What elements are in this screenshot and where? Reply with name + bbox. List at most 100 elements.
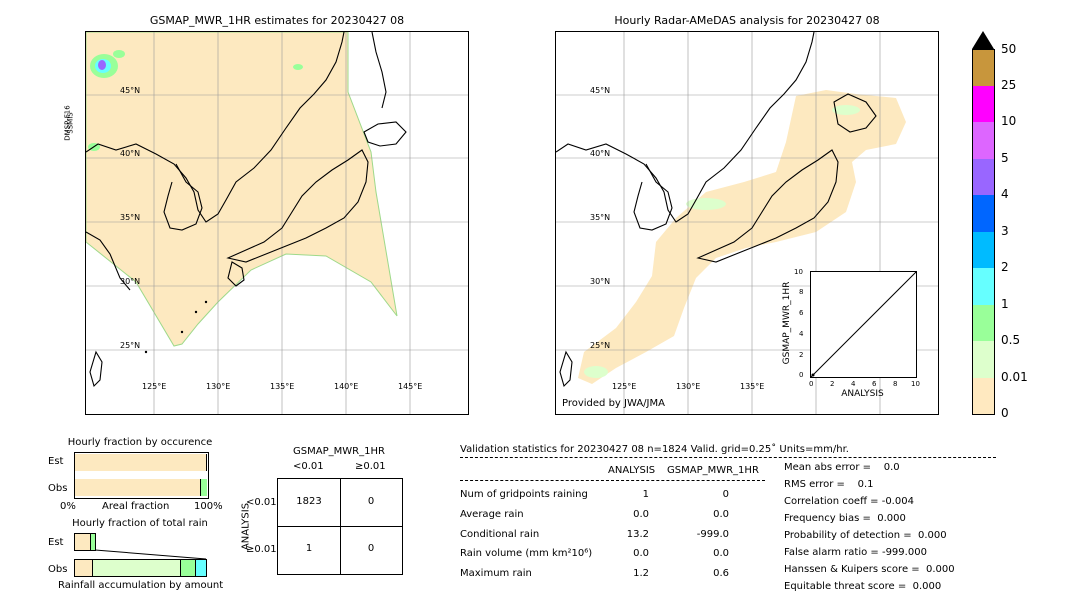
rain-cell [113, 50, 125, 58]
inset-xtick: 6 [872, 380, 877, 388]
validation-row-gsmap: 0 [722, 489, 729, 500]
coastline-taiwan [559, 350, 573, 388]
coastline-sakhalin [371, 32, 387, 109]
validation-row-analysis: 0.0 [633, 509, 649, 520]
left-lat-label: 30°N [120, 277, 141, 286]
colorbar-segment [973, 159, 994, 195]
occurrence-axis-right: 100% [194, 501, 223, 512]
score-line: Probability of detection = 0.000 [784, 530, 947, 541]
right-lat-label: 30°N [590, 277, 611, 286]
colorbar-extend-arrow [972, 31, 994, 49]
colorbar-label: 25 [1001, 78, 1017, 92]
occurrence-bar-obs [75, 479, 200, 496]
inset-xtick: 4 [851, 380, 856, 388]
right-lat-label: 35°N [590, 213, 611, 222]
left-map-title: GSMAP_MWR_1HR estimates for 20230427 08 [149, 14, 405, 27]
validation-row-label: Maximum rain [460, 568, 532, 579]
inset-ytick: 6 [799, 309, 804, 317]
colorbar-label: 0 [1001, 406, 1009, 420]
right-lat-label: 45°N [590, 86, 611, 95]
score-line: Hanssen & Kuipers score = 0.000 [784, 564, 955, 575]
right-lat-label: 25°N [590, 341, 611, 350]
total-rain-row-obs: Obs [48, 564, 68, 575]
validation-row-label: Conditional rain [460, 529, 540, 540]
left-map: 45°N 40°N 35°N 30°N 25°N 125°E 130°E 135… [85, 31, 469, 415]
inset-ytick: 4 [799, 330, 804, 338]
validation-col-gsmap: GSMAP_MWR_1HR [667, 465, 759, 476]
right-map-title: Hourly Radar-AMeDAS analysis for 2023042… [614, 14, 880, 27]
total-rain-title: Hourly fraction of total rain [72, 518, 208, 529]
validation-row-analysis: 1 [642, 489, 649, 500]
validation-divider-cols [460, 480, 765, 481]
validation-row-gsmap: 0.0 [713, 548, 729, 559]
left-lat-label: 35°N [120, 213, 141, 222]
contingency-cell: 0 [367, 543, 375, 554]
occurrence-axis-left: 0% [60, 501, 76, 512]
colorbar-segment [973, 378, 994, 414]
right-lat-label: 40°N [590, 149, 611, 158]
contingency-table: 1823 0 1 0 [277, 478, 403, 575]
inset-ytick: 8 [799, 288, 804, 296]
right-map-canvas [556, 32, 938, 414]
left-map-canvas [86, 32, 468, 414]
occurrence-chart [74, 452, 209, 499]
total-rain-caption: Rainfall accumulation by amount [58, 580, 224, 591]
left-lon-label: 140°E [334, 382, 359, 391]
colorbar-label: 10 [1001, 114, 1017, 128]
colorbar-label: 4 [1001, 187, 1009, 201]
coastline-hokkaido [363, 121, 407, 147]
left-lat-label: 45°N [120, 86, 141, 95]
inset-ytick: 0 [799, 371, 804, 379]
rain-area [832, 105, 860, 115]
occurrence-axis-mid: Areal fraction [102, 501, 170, 512]
inset-ytick: 2 [799, 351, 804, 359]
validation-row-label: Rain volume (mm km²10⁶) [460, 548, 593, 559]
left-lat-label: 40°N [120, 149, 141, 158]
colorbar-segment [973, 50, 994, 86]
colorbar-label: 2 [1001, 260, 1009, 274]
colorbar-segment [973, 341, 994, 378]
occurrence-bar-obs-rain [200, 479, 207, 496]
right-lon-label: 130°E [676, 382, 701, 391]
colorbar [972, 49, 995, 415]
coastline-korea [633, 163, 673, 231]
occurrence-bar-est [75, 454, 207, 471]
right-lon-label: 125°E [612, 382, 637, 391]
occurrence-row-obs: Obs [48, 483, 68, 494]
satellite-label: DMSP-F16 SSMIS [64, 105, 75, 145]
total-rain-row-est: Est [48, 537, 64, 548]
score-line: RMS error = 0.1 [784, 479, 874, 490]
validation-row-gsmap: 0.0 [713, 509, 729, 520]
validation-row-analysis: 1.2 [633, 568, 649, 579]
colorbar-segment [973, 305, 994, 341]
validation-row-label: Num of gridpoints raining [460, 489, 588, 500]
colorbar-segment [973, 122, 994, 159]
radar-coverage [578, 90, 906, 384]
coastline-japan [226, 149, 369, 263]
validation-row-analysis: 0.0 [633, 548, 649, 559]
inset-ytick: 10 [794, 268, 803, 276]
contingency-col-ge: ≥0.01 [355, 461, 386, 472]
left-lon-label: 145°E [398, 382, 423, 391]
total-rain-canvas [74, 533, 207, 577]
colorbar-label: 0.5 [1001, 333, 1021, 347]
rain-cell [98, 60, 106, 70]
left-lat-label: 25°N [120, 341, 141, 350]
inset-xtick: 2 [830, 380, 835, 388]
colorbar-label: 3 [1001, 224, 1009, 238]
validation-header: Validation statistics for 20230427 08 n=… [460, 444, 849, 455]
contingency-cell: 0 [367, 496, 375, 507]
contingency-col-lt: <0.01 [293, 461, 324, 472]
contingency-cell: 1 [305, 543, 313, 554]
right-map: 45°N 40°N 35°N 30°N 25°N 125°E 130°E 135… [555, 31, 939, 415]
colorbar-segment [973, 195, 994, 232]
inset-xlabel: ANALYSIS [841, 389, 884, 399]
colorbar-label: 50 [1001, 42, 1017, 56]
contingency-row-lt: <0.01 [246, 497, 277, 508]
contingency-row-ge: ≥0.01 [246, 544, 277, 555]
validation-row-analysis: 13.2 [626, 529, 649, 540]
colorbar-segment [973, 232, 994, 268]
inset-xtick: 8 [893, 380, 898, 388]
coastline-taiwan [89, 350, 103, 388]
occurrence-title: Hourly fraction by occurence [67, 437, 213, 448]
